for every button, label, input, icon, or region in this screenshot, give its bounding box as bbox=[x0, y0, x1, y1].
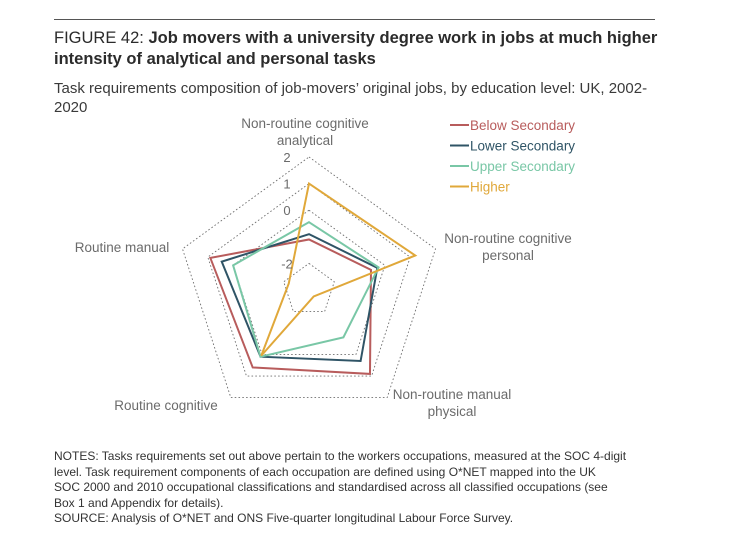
tick-label: -2 bbox=[281, 256, 293, 271]
tick-label: 0 bbox=[283, 203, 290, 218]
notes-line: SOC 2000 and 2010 occupational classific… bbox=[54, 480, 608, 494]
series-line bbox=[231, 220, 380, 358]
figure-subtitle: Task requirements composition of job-mov… bbox=[54, 80, 648, 116]
axis-label: Routine cognitive bbox=[114, 398, 218, 413]
figure-title-text: Job movers with a university degree work… bbox=[54, 29, 658, 68]
legend-label: Lower Secondary bbox=[470, 139, 575, 154]
axis-label: Non-routine cognitive analytical bbox=[241, 116, 369, 148]
axis-label: Non-routine cognitive personal bbox=[444, 231, 572, 263]
grid-ring bbox=[283, 262, 335, 312]
grid-ring bbox=[181, 156, 437, 399]
axis-label: Routine manual bbox=[75, 240, 170, 255]
scale-ticks: -2 0 1 2 bbox=[281, 150, 293, 271]
notes-line: level. Task requirement components of ea… bbox=[54, 464, 596, 479]
legend-label: Below Secondary bbox=[470, 118, 575, 133]
figure-title: FIGURE 42: Job movers with a university … bbox=[54, 28, 674, 70]
notes: NOTES: Tasks requirements set out above … bbox=[54, 449, 704, 527]
source-line: SOURCE: Analysis of O*NET and ONS Five-q… bbox=[54, 511, 514, 525]
legend: Below Secondary Lower Secondary Upper Seco… bbox=[450, 118, 575, 195]
radar-series bbox=[208, 181, 418, 375]
tick-label: 2 bbox=[283, 150, 290, 165]
grid-ring bbox=[207, 183, 411, 377]
series-line bbox=[220, 233, 379, 363]
tick-label: 1 bbox=[283, 177, 290, 192]
legend-label: Higher bbox=[470, 180, 510, 195]
notes-line: Box 1 and Appendix for details). bbox=[54, 495, 224, 510]
axis-label: Non-routine manual physical bbox=[393, 387, 512, 419]
series-line bbox=[260, 181, 418, 357]
notes-line: NOTES: Tasks requirements set out above … bbox=[54, 449, 627, 463]
legend-label: Upper Secondary bbox=[470, 159, 575, 174]
radar-chart: Non-routine cognitive analytical Non-routi… bbox=[75, 116, 576, 419]
figure-label: FIGURE 42: bbox=[54, 29, 149, 47]
top-rule bbox=[54, 19, 655, 20]
radar-grid bbox=[181, 156, 437, 399]
series-line bbox=[208, 238, 372, 375]
axis-labels: Non-routine cognitive analytical Non-routi… bbox=[75, 116, 572, 419]
grid-ring bbox=[232, 209, 386, 356]
